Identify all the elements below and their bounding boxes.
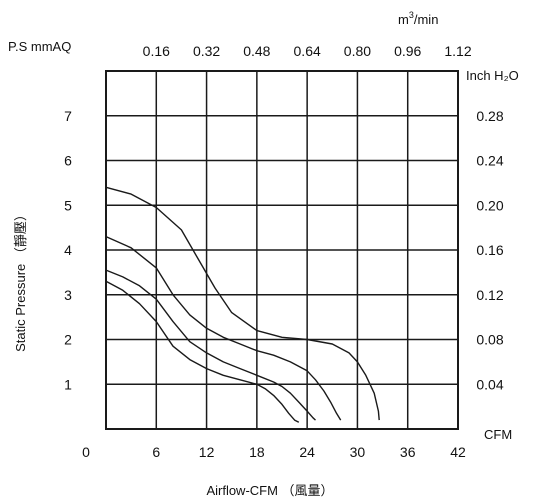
top-tick-label: 0.48 xyxy=(243,43,270,59)
y-tick-label: 4 xyxy=(64,242,72,258)
x-axis-label: Airflow-CFM （風量） xyxy=(206,483,333,498)
top-unit-base: m xyxy=(398,12,409,27)
right-tick-label: 0.12 xyxy=(476,287,503,303)
y-tick-label: 5 xyxy=(64,197,72,213)
grid xyxy=(106,71,458,429)
top-unit-sup: 3 xyxy=(409,10,414,20)
x-tick-label: 18 xyxy=(249,444,265,460)
top-tick-label: 0.80 xyxy=(344,43,371,59)
x-tick-label: 6 xyxy=(152,444,160,460)
x-tick-label: 0 xyxy=(82,444,90,460)
y-tick-label: 3 xyxy=(64,287,72,303)
top-unit-label: m3/min xyxy=(398,10,438,27)
top-tick-label: 0.32 xyxy=(193,43,220,59)
x-tick-label: 12 xyxy=(199,444,215,460)
top-tick-label: 0.96 xyxy=(394,43,421,59)
y-axis-label: Static Pressure （靜壓） xyxy=(13,208,28,352)
top-unit-tail: /min xyxy=(414,12,439,27)
plot-frame xyxy=(105,70,459,430)
y-tick-label: 1 xyxy=(64,376,72,392)
right-tick-label: 0.24 xyxy=(476,153,503,169)
left-unit-label: P.S mmAQ xyxy=(8,39,71,54)
y-tick-label: 2 xyxy=(64,332,72,348)
top-tick-label: 0.16 xyxy=(143,43,170,59)
y-tick-label: 6 xyxy=(64,153,72,169)
pq-curve-2 xyxy=(105,235,342,421)
y-tick-label: 7 xyxy=(64,108,72,124)
top-tick-label: 0.64 xyxy=(294,43,321,59)
right-tick-label: 0.16 xyxy=(476,242,503,258)
curve-group xyxy=(105,186,380,423)
right-tick-label: 0.28 xyxy=(476,108,503,124)
right-tick-label: 0.08 xyxy=(476,332,503,348)
top-tick-label: 1.12 xyxy=(444,43,471,59)
pq-curve-3 xyxy=(105,269,316,421)
right-unit-label: Inch H₂O xyxy=(466,68,519,83)
x-tick-label: 36 xyxy=(400,444,416,460)
pq-curve-1 xyxy=(105,186,380,421)
x-unit-label: CFM xyxy=(484,427,512,442)
pq-curve-4 xyxy=(105,280,300,423)
right-tick-label: 0.20 xyxy=(476,197,503,213)
x-tick-label: 42 xyxy=(450,444,466,460)
x-tick-label: 24 xyxy=(299,444,315,460)
x-tick-label: 30 xyxy=(350,444,366,460)
right-tick-label: 0.04 xyxy=(476,376,503,392)
